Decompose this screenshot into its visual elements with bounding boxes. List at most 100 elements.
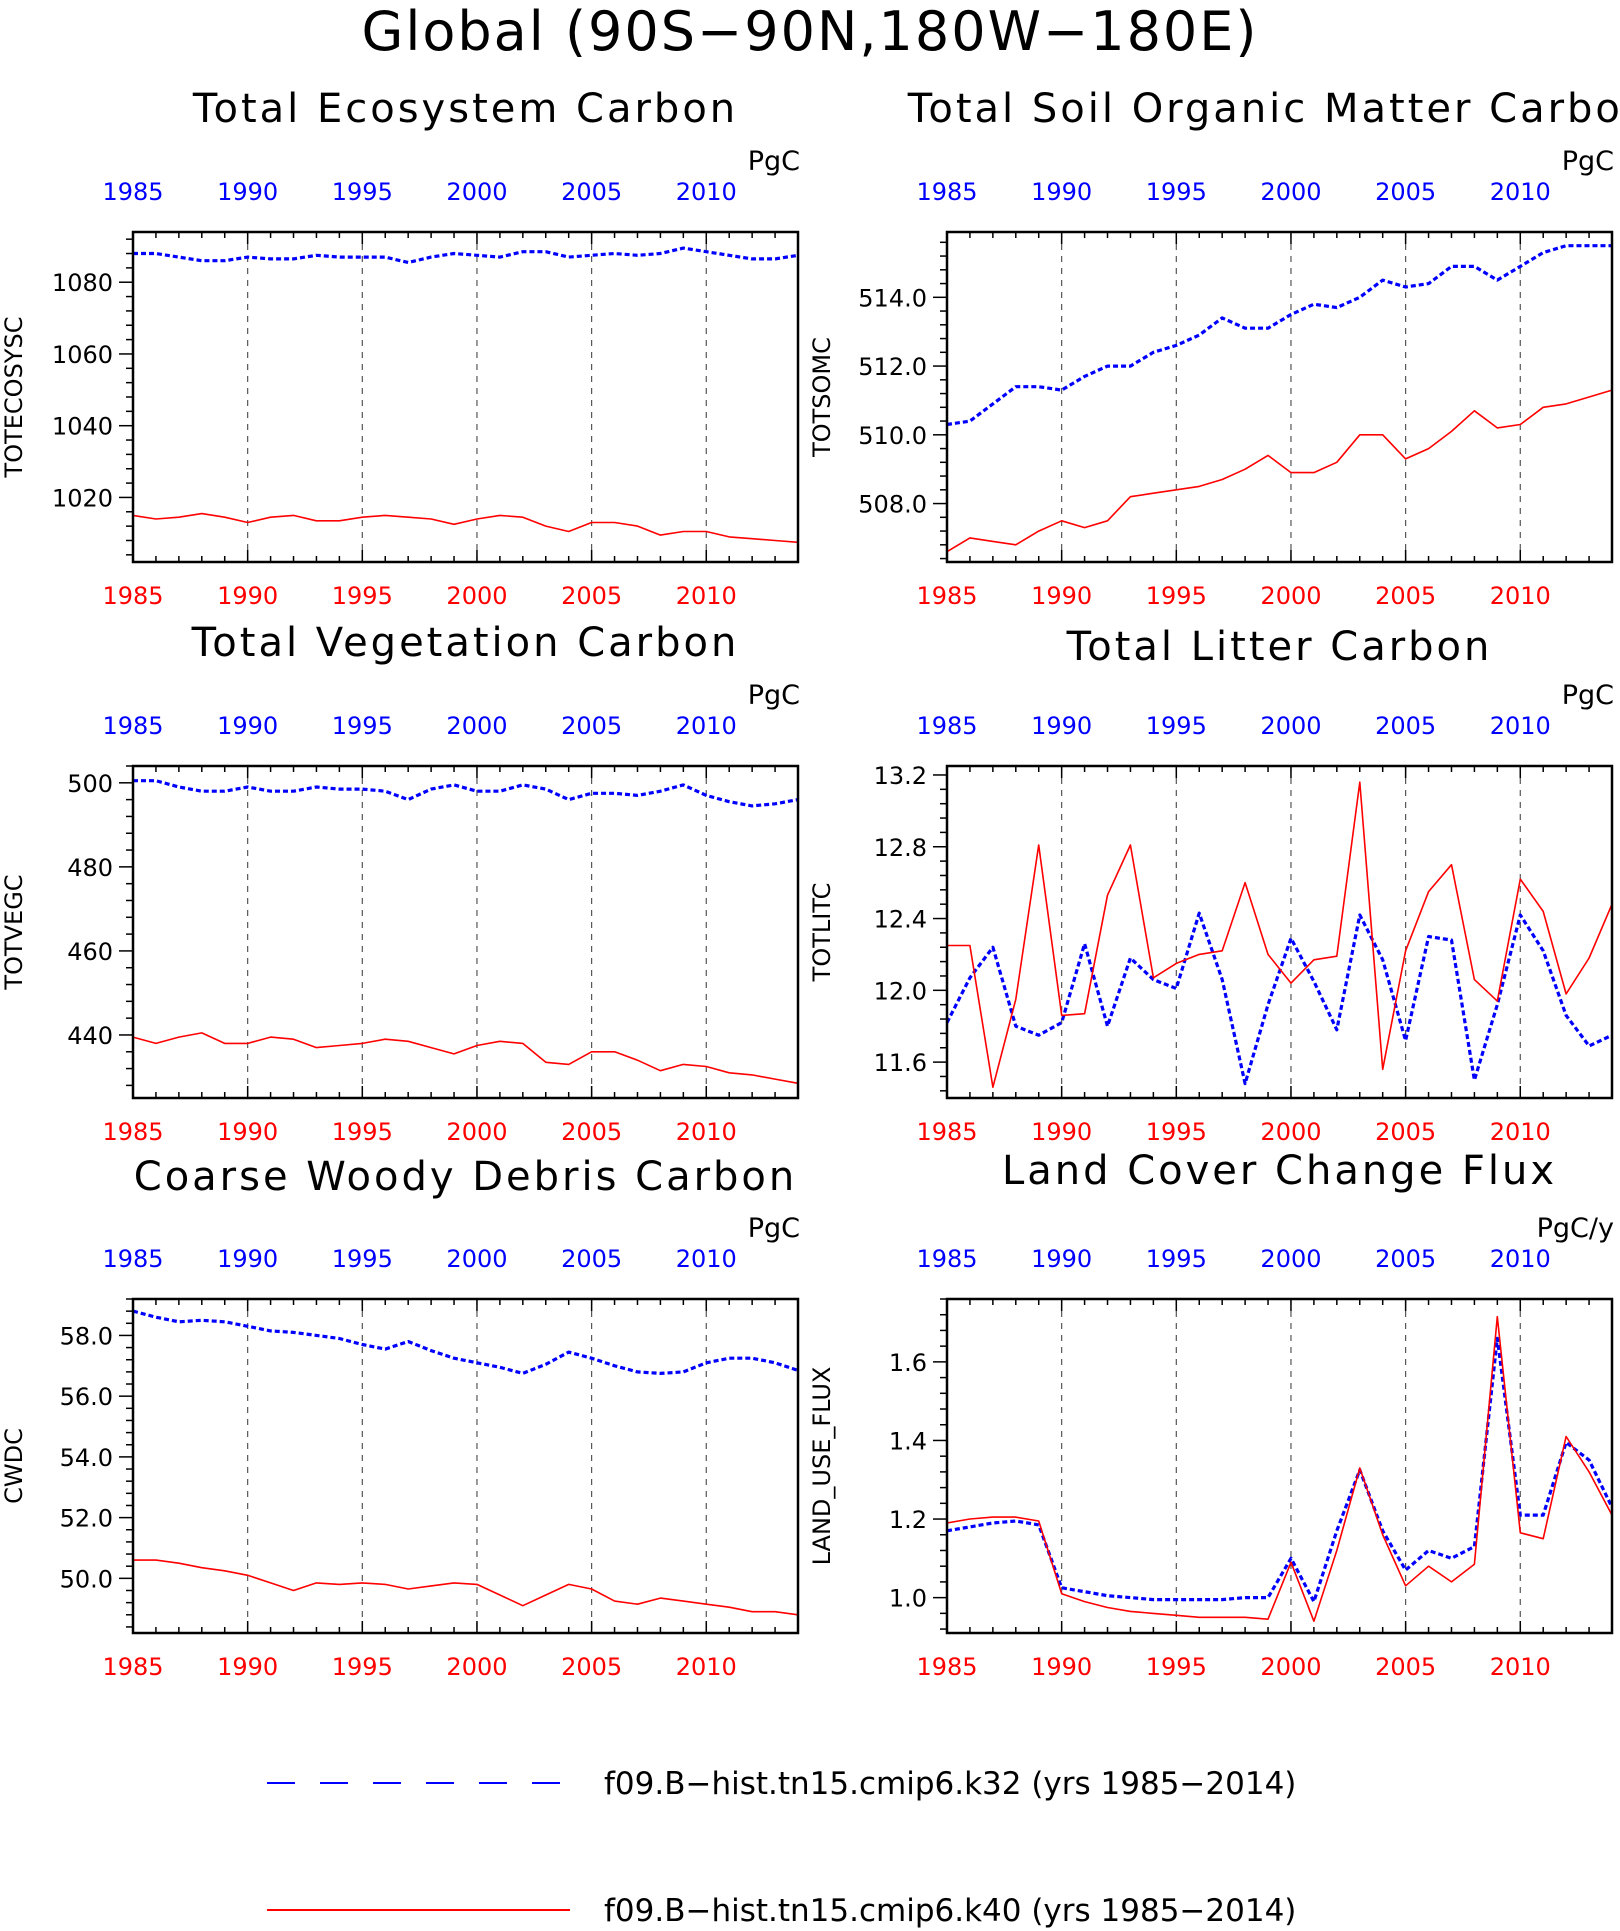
x-tick-label-bottom: 2005 [1375,582,1436,610]
x-tick-label-bottom: 1995 [332,1653,393,1681]
y-tick-label: 12.8 [874,834,927,862]
chart-title: Land Cover Change Flux [1002,1148,1557,1194]
series-line-k40 [133,1559,799,1616]
y-tick-label: 12.4 [874,906,927,934]
x-tick-label-bottom: 2005 [561,582,622,610]
x-tick-label-bottom: 2000 [1260,1118,1321,1146]
x-tick-label-bottom: 1990 [217,582,278,610]
plot-frame [131,764,800,1100]
y-tick-label: 510.0 [858,422,927,450]
x-tick-label-top: 2010 [1490,178,1551,206]
y-tick-label: 1.2 [889,1506,927,1534]
x-tick-label-top: 2010 [1490,1245,1551,1273]
x-tick-label-top: 1990 [1031,712,1092,740]
x-tick-label-bottom: 1990 [217,1653,278,1681]
x-tick-label-top: 1985 [102,1245,163,1273]
x-tick-label-bottom: 1985 [102,582,163,610]
y-axis-label: TOTSOMC [808,337,836,458]
x-tick-label-top: 1990 [1031,1245,1092,1273]
y-tick-label: 52.0 [60,1505,113,1533]
series-line-k32 [946,1336,1614,1604]
x-tick-label-bottom: 2005 [1375,1118,1436,1146]
units-label: PgC [748,1213,800,1244]
series-line-k32 [133,246,799,265]
x-tick-label-bottom: 1985 [916,1653,977,1681]
x-tick-label-bottom: 1990 [217,1118,278,1146]
x-tick-label-top: 1990 [217,1245,278,1273]
x-tick-label-top: 1995 [332,178,393,206]
chart-panel-1: Total Ecosystem Carbon PgC TOTECOSYSC 1985 1… [0,86,800,610]
y-tick-label: 12.0 [874,977,927,1005]
y-tick-label: 460 [67,938,113,966]
page-title: Global (90S−90N,180W−180E) [361,0,1259,63]
x-tick-label-top: 1985 [916,178,977,206]
y-tick-label: 13.2 [874,762,927,790]
series-line-k40 [947,781,1613,1088]
y-tick-label: 512.0 [858,353,927,381]
x-tick-label-top: 1985 [102,712,163,740]
x-tick-label-bottom: 2010 [1490,582,1551,610]
y-axis-label: TOTVEGC [0,874,28,990]
y-tick-label: 514.0 [858,284,927,312]
x-tick-label-bottom: 2010 [676,1653,737,1681]
chart-title: Total Ecosystem Carbon [192,86,738,132]
y-tick-label: 54.0 [60,1444,113,1472]
x-tick-label-top: 2000 [1260,712,1321,740]
units-label: PgC [748,680,800,711]
chart-panel-3: Total Vegetation Carbon PgC TOTVEGC 1985 198… [0,620,800,1146]
x-tick-label-top: 1985 [916,712,977,740]
plot-frame [945,764,1614,1100]
units-label: PgC/y [1537,1213,1614,1244]
x-tick-label-bottom: 1990 [1031,1118,1092,1146]
y-tick-label: 1.0 [889,1585,927,1613]
chart-title: Coarse Woody Debris Carbon [134,1154,797,1200]
x-tick-label-top: 1985 [102,178,163,206]
series-line-k40 [132,1032,799,1085]
x-tick-label-top: 1985 [916,1245,977,1273]
x-tick-label-bottom: 2010 [676,582,737,610]
x-tick-label-bottom: 1995 [1146,1118,1207,1146]
x-tick-label-top: 1990 [217,712,278,740]
units-label: PgC [748,146,800,177]
y-tick-label: 500 [67,770,113,798]
x-tick-label-top: 2005 [1375,1245,1436,1273]
y-tick-label: 11.6 [874,1049,927,1077]
x-tick-label-top: 1995 [332,712,393,740]
x-tick-label-bottom: 2000 [446,1653,507,1681]
y-axis-label: LAND_USE_FLUX [808,1367,836,1566]
x-tick-label-bottom: 2000 [1260,1653,1321,1681]
plot-frame [945,230,1614,564]
x-tick-label-bottom: 2000 [1260,582,1321,610]
series-line-k40 [132,512,799,544]
series-line-k32 [946,244,1612,427]
series-line-k40 [946,389,1613,553]
chart-title: Total Litter Carbon [1066,624,1493,670]
chart-panel-4: Total Litter Carbon PgC TOTLITC 1985 1985 199… [808,624,1614,1146]
plot-frame [945,1297,1614,1635]
y-tick-label: 50.0 [60,1565,113,1593]
x-tick-label-top: 1990 [1031,178,1092,206]
chart-panel-2: Total Soil Organic Matter Carbon PgC TOTSO… [808,86,1620,610]
x-tick-label-bottom: 1990 [1031,1653,1092,1681]
units-label: PgC [1562,146,1614,177]
x-tick-label-top: 2005 [561,712,622,740]
x-tick-label-top: 2005 [561,178,622,206]
x-tick-label-bottom: 2010 [676,1118,737,1146]
x-tick-label-top: 1995 [1146,1245,1207,1273]
x-tick-label-bottom: 2000 [446,582,507,610]
chart-panel-5: Coarse Woody Debris Carbon PgC CWDC 1985 198… [0,1154,800,1681]
plot-frame [131,230,800,564]
plot-frame [131,1297,800,1635]
chart-title: Total Soil Organic Matter Carbon [907,86,1620,132]
y-axis-label: TOTECOSYSC [0,317,28,479]
x-tick-label-bottom: 1995 [332,582,393,610]
y-tick-label: 1.4 [889,1427,927,1455]
y-axis-label: CWDC [0,1428,28,1504]
x-tick-label-top: 2010 [1490,712,1551,740]
chart-panel-6: Land Cover Change Flux PgC/y LAND_USE_FLUX… [808,1148,1614,1681]
y-tick-label: 480 [67,854,113,882]
x-tick-label-bottom: 1990 [1031,582,1092,610]
x-tick-label-bottom: 1995 [1146,1653,1207,1681]
x-tick-label-bottom: 2000 [446,1118,507,1146]
